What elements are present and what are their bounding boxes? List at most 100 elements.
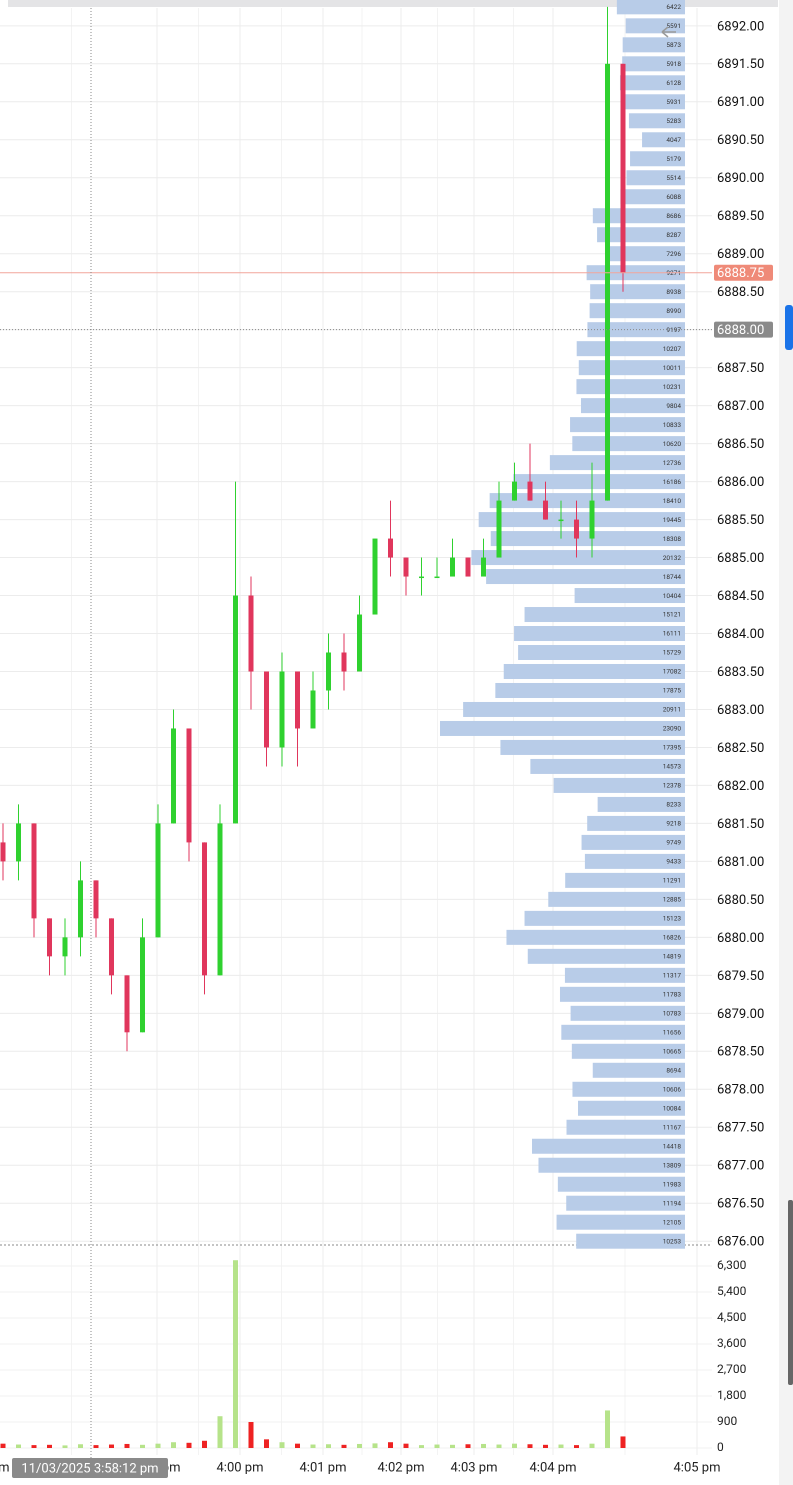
profile-bar xyxy=(566,1195,685,1211)
profile-label: 17395 xyxy=(663,744,682,752)
y-tick-label: 6891.00 xyxy=(717,95,764,110)
back-arrow[interactable] xyxy=(661,26,676,38)
profile-label: 17082 xyxy=(663,668,682,676)
volume-tick-label: 0 xyxy=(717,1440,724,1454)
profile-bar xyxy=(589,303,685,319)
y-tick-label: 6887.00 xyxy=(717,399,764,414)
last-price-box xyxy=(714,264,773,281)
profile-label: 14819 xyxy=(663,953,682,961)
y-tick-label: 6884.00 xyxy=(717,627,764,642)
volume-bar xyxy=(388,1442,393,1448)
volume-bar xyxy=(78,1444,83,1448)
profile-label: 18410 xyxy=(663,497,682,505)
profile-bar xyxy=(495,682,685,698)
profile-label: 10207 xyxy=(663,345,682,353)
profile-bar xyxy=(513,474,685,490)
profile-label: 10231 xyxy=(663,383,681,391)
side-tab[interactable] xyxy=(785,305,793,350)
profile-label: 5591 xyxy=(666,22,681,30)
y-tick-label: 6891.50 xyxy=(717,57,764,72)
profile-label: 5918 xyxy=(666,60,681,68)
profile-bar xyxy=(642,132,685,148)
profile-bar xyxy=(565,872,685,888)
profile-bar xyxy=(607,246,685,262)
candle-body xyxy=(434,576,440,579)
profile-label: 8233 xyxy=(666,801,681,809)
profile-label: 11291 xyxy=(663,877,681,885)
y-tick-label: 6883.50 xyxy=(717,665,764,680)
profile-bar xyxy=(571,1043,685,1059)
y-tick-label: 6882.50 xyxy=(717,741,764,756)
profile-bar xyxy=(564,967,685,983)
candle-body xyxy=(140,937,145,1033)
profile-label: 11167 xyxy=(663,1123,682,1131)
profile-label: 19445 xyxy=(663,516,682,524)
candle-body xyxy=(527,481,533,501)
candle-body xyxy=(47,918,52,957)
profile-bar xyxy=(581,834,685,850)
candle-body xyxy=(78,880,83,938)
y-tick-label: 6882.00 xyxy=(717,779,764,794)
volume-bar xyxy=(62,1445,68,1448)
profile-bar xyxy=(527,948,685,964)
volume-bar xyxy=(341,1444,347,1448)
volume-bar xyxy=(543,1444,548,1448)
candle-body xyxy=(248,595,254,672)
scrollbar[interactable] xyxy=(788,1200,793,1385)
y-tick-label: 6879.50 xyxy=(717,969,764,984)
profile-bar xyxy=(597,227,685,243)
profile-label: 5931 xyxy=(666,98,681,106)
profile-label: 17875 xyxy=(663,687,682,695)
candle-body xyxy=(574,519,579,539)
volume-bar xyxy=(481,1443,486,1448)
profile-label: 5283 xyxy=(666,117,681,125)
profile-label: 16111 xyxy=(663,630,681,638)
candle-body xyxy=(279,671,285,748)
profile-bar xyxy=(584,853,685,869)
candle-body xyxy=(589,500,595,539)
candle-body xyxy=(124,975,130,1033)
y-tick-label: 6877.00 xyxy=(717,1159,764,1174)
y-tick-label: 6876.50 xyxy=(717,1197,764,1212)
volume-bar xyxy=(589,1443,595,1448)
candle-body xyxy=(341,652,347,672)
profile-label: 10606 xyxy=(663,1085,682,1093)
profile-label: 8287 xyxy=(666,231,681,239)
y-tick-label: 6881.00 xyxy=(717,855,764,870)
profile-bar xyxy=(490,531,685,547)
volume-bar xyxy=(155,1443,161,1448)
y-tick-label: 6883.00 xyxy=(717,703,764,718)
volume-bar xyxy=(403,1443,409,1448)
candle-body xyxy=(620,63,626,273)
candle-body xyxy=(403,557,409,577)
profile-bar xyxy=(463,701,685,717)
profile-label: 15123 xyxy=(663,915,682,923)
candle-body xyxy=(155,823,161,938)
candle-body xyxy=(93,880,99,919)
volume-bar xyxy=(202,1440,207,1448)
profile-bar xyxy=(440,720,685,736)
profile-label: 14573 xyxy=(663,763,682,771)
top-bar xyxy=(8,0,778,7)
x-tick-label: 4:00 pm xyxy=(217,1460,264,1475)
profile-bar xyxy=(619,75,685,91)
candle-body xyxy=(310,690,316,729)
profile-bar xyxy=(570,1005,685,1021)
profile-bar xyxy=(570,417,685,433)
profile-label: 10084 xyxy=(663,1104,682,1112)
candle-body xyxy=(605,63,610,501)
candle-body xyxy=(388,538,393,558)
candle-body xyxy=(357,614,362,672)
profile-label: 10665 xyxy=(663,1048,682,1056)
profile-bar xyxy=(620,189,685,205)
y-tick-label: 6879.00 xyxy=(717,1007,764,1022)
profile-bar xyxy=(622,56,685,72)
candle-body xyxy=(558,519,564,522)
y-tick-label: 6877.50 xyxy=(717,1121,764,1136)
y-tick-label: 6885.00 xyxy=(717,551,764,566)
profile-label: 5873 xyxy=(666,41,681,49)
y-tick-label: 6886.00 xyxy=(717,475,764,490)
profile-label: 23090 xyxy=(663,725,682,733)
profile-label: 5179 xyxy=(666,155,681,163)
